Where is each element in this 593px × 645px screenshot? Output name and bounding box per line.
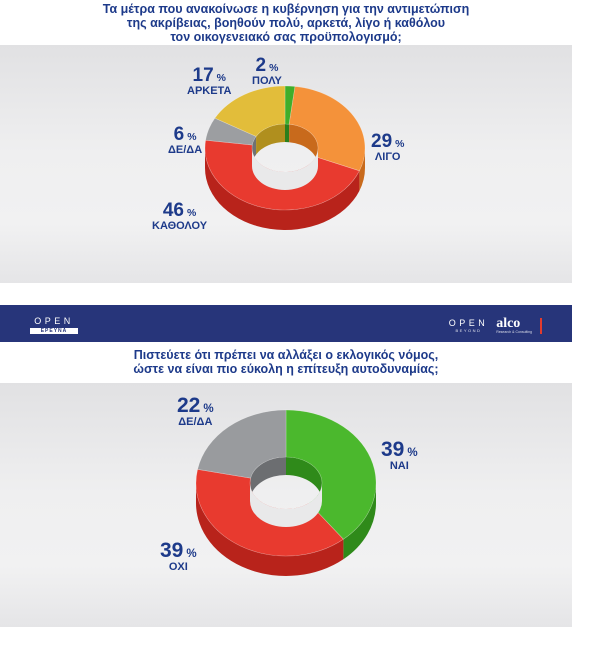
logo-accent-divider (540, 317, 542, 334)
label-deda-bottom: 22% ΔΕ/ΔΑ (177, 395, 214, 428)
slice-2 (197, 409, 287, 479)
label-dedа-top: 6% ΔΕ/ΔΑ (168, 125, 202, 156)
bottom-title-line-2: ώστε να είναι πιο εύκολη η επίτευξη αυτο… (133, 362, 439, 376)
label-arketa: 17% ΑΡΚΕΤΑ (187, 66, 231, 97)
pct-nai: 39% (381, 438, 418, 461)
slice-side-1 (196, 483, 344, 576)
slice-side-1 (359, 148, 365, 191)
open-beyond-main: OPEN (448, 317, 489, 328)
slice-inner-wall-2 (250, 457, 286, 497)
pct-poly: 2% (255, 55, 279, 76)
pct-ligo: 29% (371, 131, 405, 152)
label-poly: 2% ΠΟΛΥ (252, 56, 282, 87)
slice-side-0 (343, 483, 376, 560)
pct-arketa: 17% (192, 65, 226, 86)
slice-side-2 (205, 148, 360, 230)
alco-logo: alco Research & Consulting (496, 316, 532, 335)
pct-ochi: 39% (160, 539, 197, 562)
top-title-line-3: τον οικογενειακό σας προϋπολογισμό; (170, 30, 402, 44)
slice-inner-wall-1 (289, 124, 318, 166)
cat-katholou: ΚΑΘΟΛΟΥ (152, 220, 208, 232)
slice-1 (288, 86, 366, 172)
cat-nai: ΝΑΙ (389, 460, 409, 472)
erevna-logo-text: ΕΡΕΥΝΑ (30, 328, 78, 334)
open-logo-text: OPEN (34, 316, 74, 326)
slice-0 (285, 409, 377, 540)
slice-inner-wall-0 (286, 457, 322, 501)
open-beyond-logo: OPEN BEYOND (448, 317, 489, 333)
top-question-title: Τα μέτρα που ανακοίνωσε η κυβέρνηση για … (0, 2, 572, 44)
pct-deda-top: 6% (173, 124, 197, 145)
bottom-title-line-1: Πιστεύετε ότι πρέπει να αλλάξει ο εκλογι… (133, 348, 439, 362)
bottom-question-title: Πιστεύετε ότι πρέπει να αλλάξει ο εκλογι… (0, 348, 572, 376)
slice-inner-wall-0 (285, 124, 290, 143)
bottom-poll-panel: OPEN ΕΡΕΥΝΑ OPEN BEYOND alco Research & … (0, 305, 572, 627)
cat-ligo: ΛΙΓΟ (374, 151, 401, 163)
slice-inner-wall-4 (256, 124, 285, 155)
top-title-line-1: Τα μέτρα που ανακοίνωσε η κυβέρνηση για … (102, 2, 470, 16)
open-erevna-logo: OPEN ΕΡΕΥΝΑ (30, 317, 78, 334)
top-donut-chart (204, 85, 366, 230)
slice-0 (284, 85, 296, 125)
top-chart-background (0, 45, 572, 283)
top-poll-panel: Τα μέτρα που ανακοίνωσε η κυβέρνηση για … (0, 0, 572, 283)
pct-deda-bottom: 22% (177, 394, 214, 417)
donut-hole-floor (250, 483, 322, 527)
cat-poly: ΠΟΛΥ (252, 75, 282, 87)
cat-deda-bottom: ΔΕ/ΔΑ (178, 416, 213, 428)
slice-4 (214, 85, 286, 137)
bottom-donut-chart (195, 409, 377, 576)
label-ligo: 29% ΛΙΓΟ (371, 132, 404, 163)
alco-logo-sub: Research & Consulting (496, 330, 532, 334)
cat-deda-top: ΔΕ/ΔΑ (168, 144, 203, 156)
top-title-line-2: της ακρίβειας, βοηθούν πολύ, αρκετά, λίγ… (126, 16, 446, 30)
brand-header-bar: OPEN ΕΡΕΥΝΑ OPEN BEYOND alco Research & … (0, 305, 572, 342)
open-beyond-sub: BEYOND (455, 327, 482, 333)
partner-logos: OPEN BEYOND alco Research & Consulting (449, 317, 542, 334)
alco-logo-text: alco (496, 316, 521, 331)
cat-ochi: ΟΧΙ (168, 561, 188, 573)
label-katholou: 46% ΚΑΘΟΛΟΥ (152, 201, 207, 232)
label-nai: 39% ΝΑΙ (381, 439, 418, 472)
donut-hole-floor (252, 148, 318, 190)
cat-arketa: ΑΡΚΕΤΑ (187, 85, 232, 97)
label-ochi: 39% ΟΧΙ (160, 540, 197, 573)
pct-katholou: 46% (162, 200, 197, 221)
